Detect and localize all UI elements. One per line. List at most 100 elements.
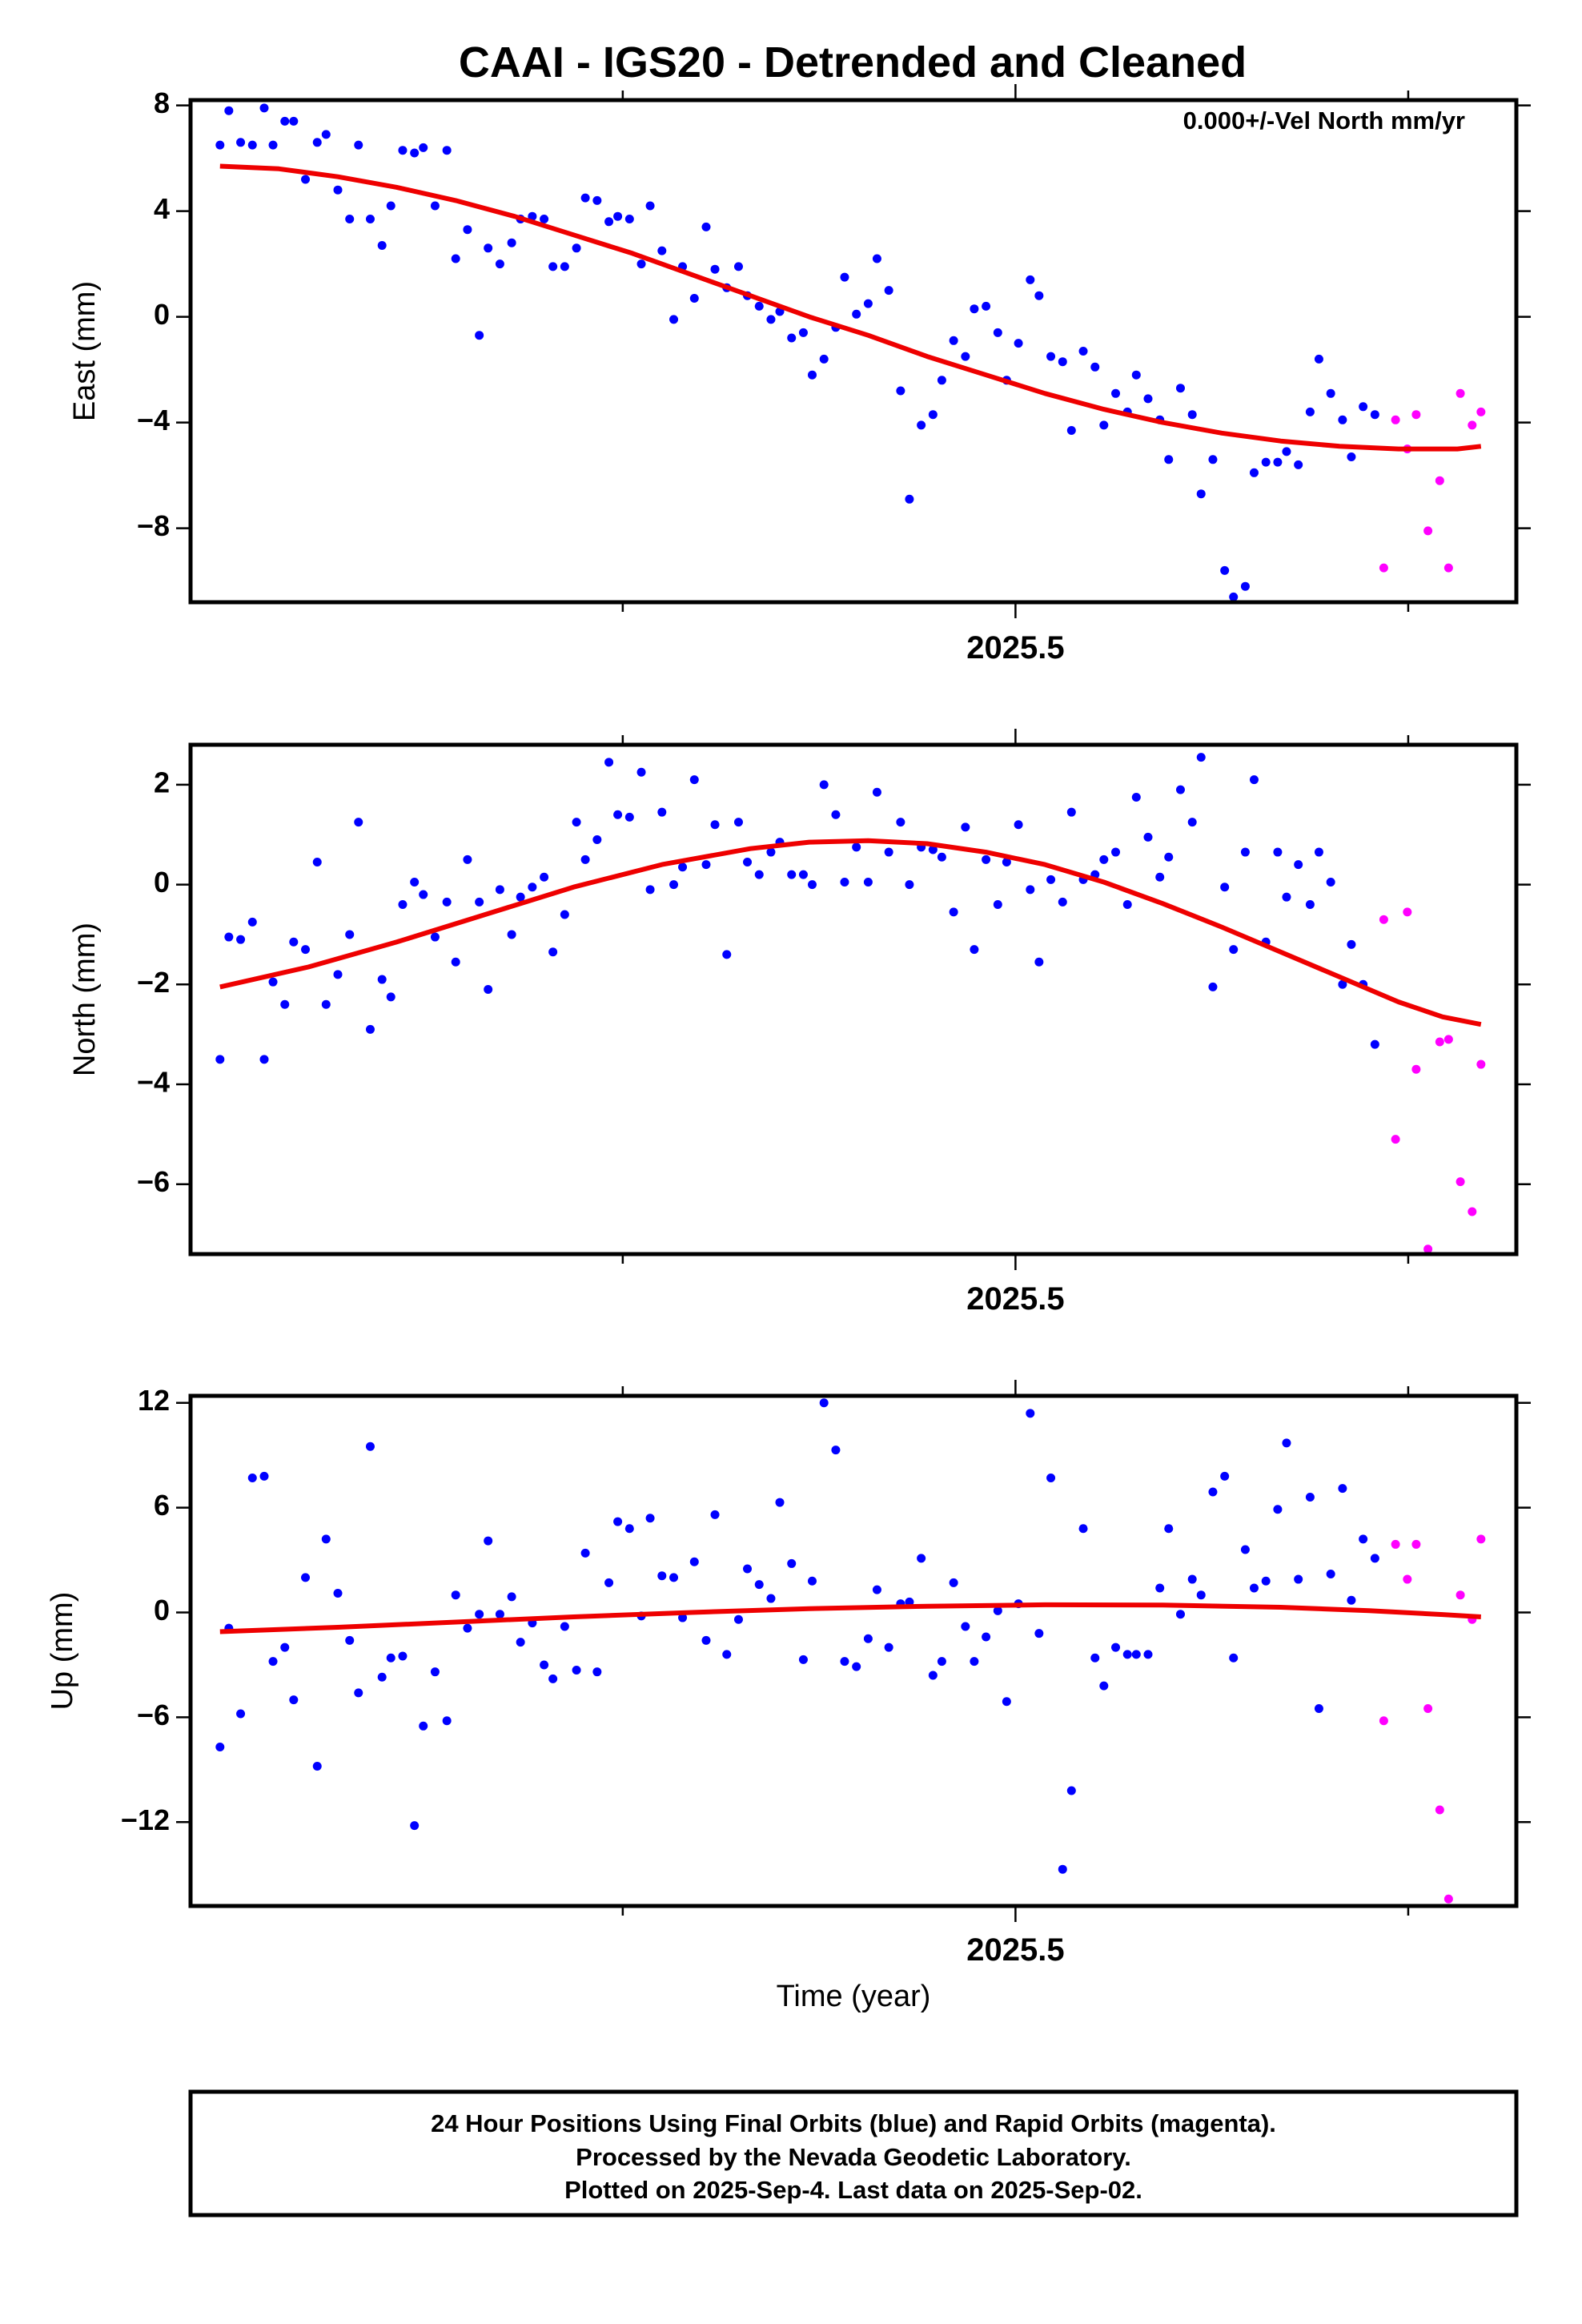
final-orbit-point — [377, 241, 387, 250]
final-orbit-point — [1240, 1545, 1250, 1554]
rapid-orbit-point — [1435, 1805, 1444, 1815]
final-orbit-point — [624, 1524, 634, 1534]
final-orbit-point — [1111, 1642, 1121, 1652]
final-orbit-point — [386, 1653, 396, 1663]
final-orbit-point — [766, 847, 776, 857]
final-orbit-point — [982, 301, 991, 311]
final-orbit-point — [419, 143, 428, 152]
final-orbit-point — [548, 1674, 558, 1683]
final-orbit-point — [333, 970, 343, 979]
final-orbit-point — [215, 1742, 225, 1751]
final-orbit-point — [1370, 1554, 1379, 1563]
plot-area — [215, 103, 1486, 601]
final-orbit-point — [1099, 854, 1109, 864]
final-orbit-point — [268, 1657, 278, 1667]
final-orbit-point — [1164, 1524, 1174, 1534]
final-orbit-point — [905, 494, 914, 504]
final-orbit-point — [657, 1571, 667, 1581]
final-orbit-point — [312, 858, 322, 867]
final-orbit-point — [301, 1573, 311, 1582]
footer-box: 24 Hour Positions Using Final Orbits (bl… — [188, 2089, 1519, 2217]
y-tick-label: −12 — [121, 1803, 170, 1836]
final-orbit-point — [1347, 1595, 1356, 1605]
final-orbit-point — [224, 106, 234, 115]
final-orbit-point — [475, 897, 484, 907]
final-orbit-point — [592, 195, 602, 205]
final-orbit-point — [386, 201, 396, 211]
final-orbit-point — [1294, 1574, 1303, 1584]
final-orbit-point — [689, 1557, 699, 1566]
final-orbit-point — [884, 286, 893, 296]
final-orbit-point — [572, 243, 581, 253]
final-orbit-point — [928, 1671, 938, 1680]
final-orbit-point — [592, 834, 602, 844]
rapid-orbit-point — [1476, 1534, 1486, 1544]
final-orbit-point — [451, 254, 460, 263]
final-orbit-point — [852, 842, 861, 852]
final-orbit-point — [289, 1695, 299, 1705]
final-orbit-point — [1111, 847, 1121, 857]
final-orbit-point — [1314, 1703, 1323, 1713]
final-orbit-point — [495, 259, 504, 269]
final-orbit-point — [560, 262, 569, 271]
final-orbit-point — [1294, 460, 1303, 469]
final-orbit-point — [386, 992, 396, 1002]
final-orbit-point — [1131, 792, 1141, 802]
final-orbit-point — [1261, 457, 1271, 467]
east-panel: −8 −4 0 4 8 2025.5 East (mm) 0.000+/-Vel North … — [68, 84, 1531, 665]
final-orbit-point — [1326, 877, 1335, 887]
final-orbit-point — [970, 304, 979, 314]
final-orbit-point — [215, 1055, 225, 1064]
final-orbit-point — [377, 1672, 387, 1682]
final-orbit-point — [280, 116, 290, 126]
final-orbit-point — [722, 1650, 732, 1659]
final-orbit-point — [743, 1564, 753, 1574]
final-orbit-point — [1187, 410, 1197, 420]
final-orbit-point — [961, 352, 970, 361]
final-orbit-point — [268, 140, 278, 150]
final-orbit-point — [1014, 339, 1023, 348]
final-orbit-point — [580, 854, 590, 864]
y-tick-label: 0 — [154, 1594, 170, 1626]
final-orbit-point — [787, 333, 797, 343]
final-orbit-point — [259, 1055, 269, 1064]
final-orbit-point — [949, 1578, 958, 1587]
final-orbit-point — [548, 262, 558, 271]
final-orbit-point — [766, 1594, 776, 1603]
final-orbit-point — [1164, 455, 1174, 464]
rapid-orbit-point — [1476, 407, 1486, 416]
y-tick-label: 0 — [154, 866, 170, 899]
north-panel: −6 −4 −2 0 2 2025.5 North (mm) — [68, 729, 1531, 1317]
final-orbit-point — [669, 315, 679, 324]
final-orbit-point — [872, 1585, 881, 1594]
final-orbit-point — [1058, 1864, 1067, 1874]
final-orbit-point — [507, 930, 516, 939]
final-orbit-point — [1155, 1583, 1165, 1593]
final-orbit-point — [1066, 1786, 1076, 1795]
final-orbit-point — [754, 870, 764, 879]
final-orbit-point — [701, 1635, 711, 1645]
final-orbit-point — [1249, 468, 1259, 477]
final-orbit-point — [580, 1548, 590, 1558]
final-orbit-point — [410, 877, 420, 887]
final-orbit-point — [484, 1536, 493, 1546]
final-orbit-point — [863, 877, 873, 887]
final-orbit-point — [884, 1642, 893, 1652]
final-orbit-point — [1326, 388, 1335, 398]
final-orbit-point — [1273, 847, 1283, 857]
final-orbit-point — [592, 1667, 602, 1677]
final-orbit-point — [1143, 832, 1153, 842]
final-orbit-point — [377, 975, 387, 984]
y-tick-label: 8 — [154, 86, 170, 119]
rapid-orbit-point — [1423, 1244, 1433, 1254]
final-orbit-point — [484, 243, 493, 253]
final-orbit-point — [419, 890, 428, 899]
final-orbit-point — [1187, 1574, 1197, 1584]
final-orbit-point — [678, 862, 688, 872]
final-orbit-point — [1229, 592, 1239, 601]
rapid-orbit-point — [1443, 563, 1453, 573]
final-orbit-point — [733, 262, 743, 271]
final-orbit-point — [247, 917, 257, 927]
final-orbit-point — [993, 1606, 1002, 1615]
